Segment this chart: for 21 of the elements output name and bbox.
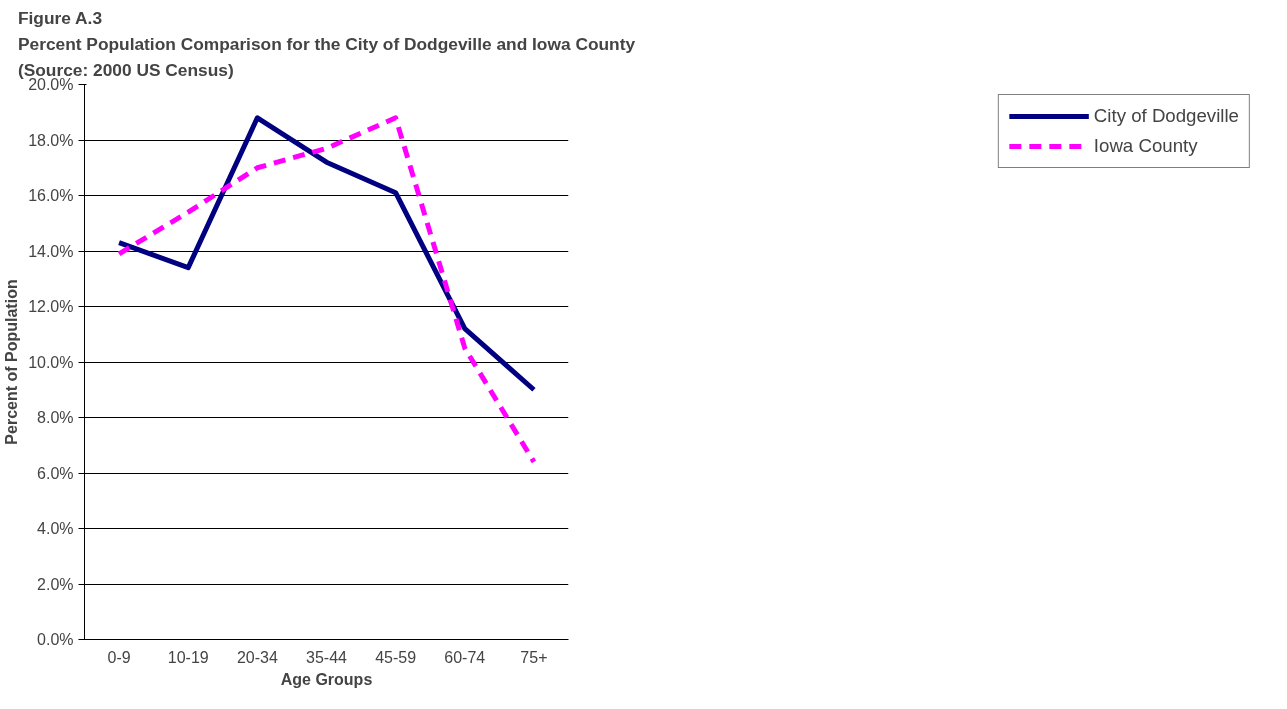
x-tick-label: 75+ [520, 648, 548, 666]
y-tick-label: 14.0% [28, 242, 74, 260]
y-tick-label: 12.0% [28, 298, 74, 315]
legend-label: City of Dodgeville [1093, 105, 1239, 127]
legend-label: Iowa County [1093, 135, 1198, 157]
x-tick-label: 45-59 [375, 648, 417, 666]
y-tick-label: 0.0% [37, 631, 74, 648]
x-tick-label: 60-74 [444, 648, 486, 666]
x-axis-title: Age Groups [280, 670, 373, 688]
y-tick-label: 2.0% [37, 575, 74, 593]
y-tick-label: 6.0% [37, 464, 74, 482]
x-tick-label: 20-34 [236, 648, 278, 666]
y-tick-label: 10.0% [28, 353, 74, 371]
y-tick-label: 4.0% [37, 520, 74, 537]
y-tick-label: 18.0% [28, 131, 74, 149]
y-tick-label: 16.0% [28, 187, 74, 204]
x-tick-label: 35-44 [306, 648, 348, 666]
x-tick-label: 0-9 [107, 648, 131, 666]
y-tick-label: 8.0% [37, 409, 74, 426]
y-axis-title: Percent of Population [3, 279, 21, 445]
x-tick-label: 10-19 [167, 648, 209, 666]
